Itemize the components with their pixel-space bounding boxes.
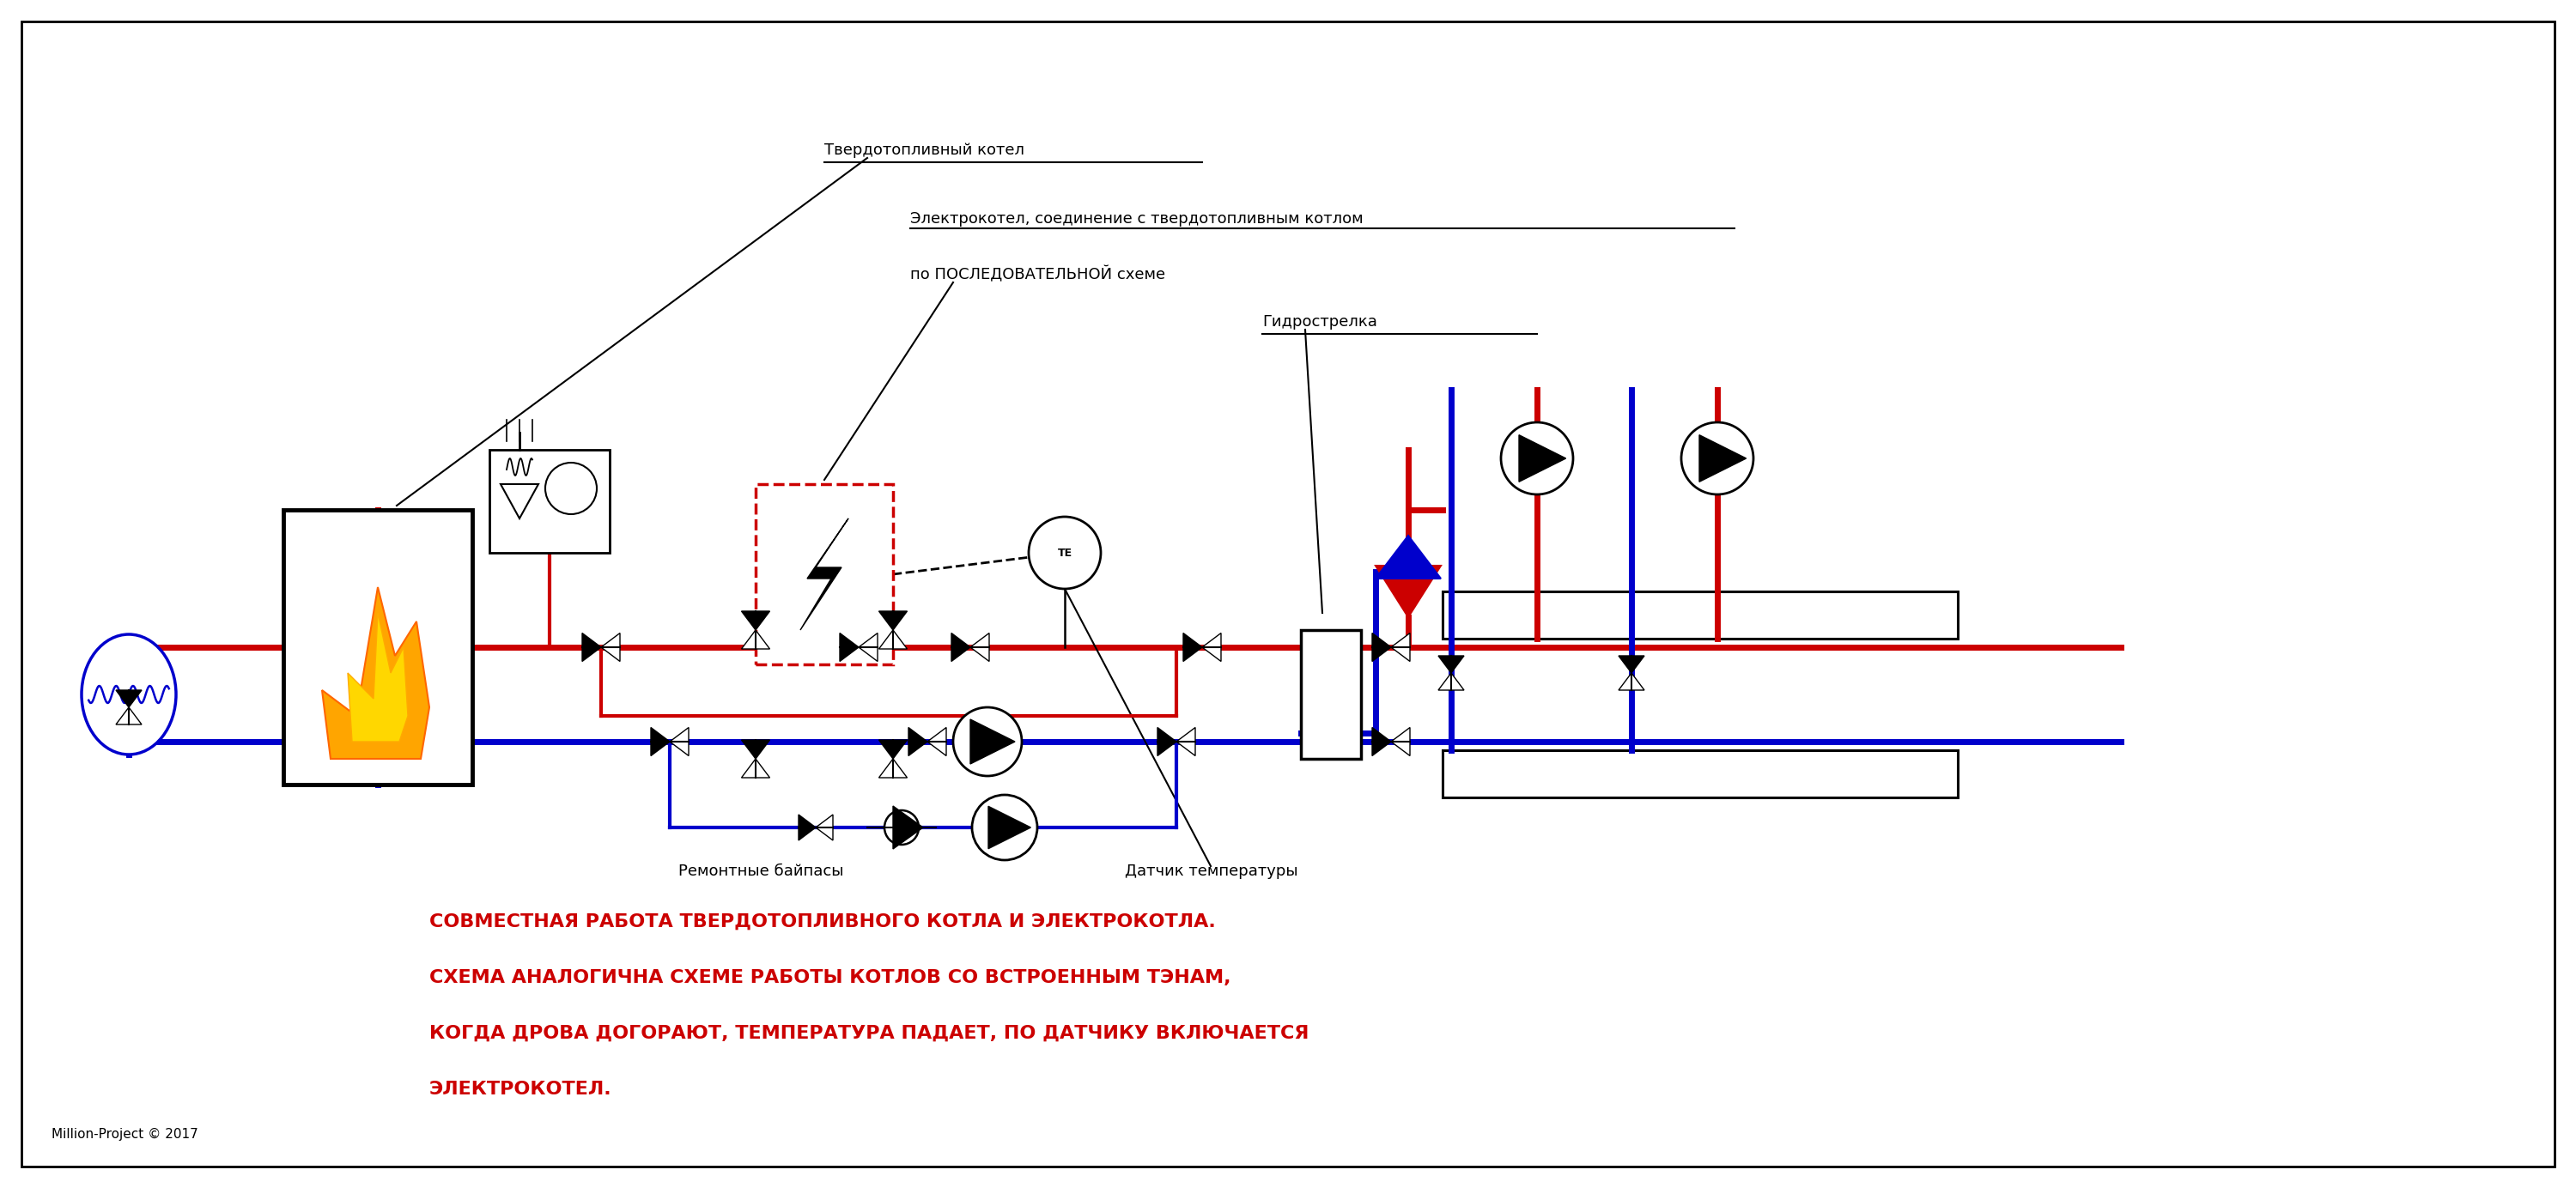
- Text: ЭЛЕКТРОКОТЕЛ.: ЭЛЕКТРОКОТЕЛ.: [430, 1081, 613, 1098]
- Text: КОГДА ДРОВА ДОГОРАЮТ, ТЕМПЕРАТУРА ПАДАЕТ, ПО ДАТЧИКУ ВКЛЮЧАЕТСЯ: КОГДА ДРОВА ДОГОРАЮТ, ТЕМПЕРАТУРА ПАДАЕТ…: [430, 1025, 1309, 1042]
- Polygon shape: [1618, 656, 1643, 672]
- Circle shape: [884, 810, 920, 845]
- Polygon shape: [909, 727, 927, 756]
- Polygon shape: [116, 690, 142, 707]
- Polygon shape: [600, 633, 621, 662]
- Polygon shape: [971, 719, 1015, 764]
- Polygon shape: [742, 740, 770, 759]
- Polygon shape: [322, 587, 430, 759]
- Text: Гидрострелка: Гидрострелка: [1262, 314, 1378, 329]
- Bar: [1443, 751, 1958, 797]
- Text: Million-Project © 2017: Million-Project © 2017: [52, 1127, 198, 1140]
- Polygon shape: [742, 630, 770, 649]
- Polygon shape: [742, 759, 770, 778]
- Polygon shape: [1177, 727, 1195, 756]
- Polygon shape: [840, 633, 858, 662]
- Polygon shape: [1618, 672, 1643, 690]
- Polygon shape: [1373, 633, 1391, 662]
- Polygon shape: [817, 815, 832, 840]
- Text: Датчик температуры: Датчик температуры: [1126, 864, 1298, 879]
- Polygon shape: [348, 613, 407, 741]
- Polygon shape: [894, 805, 922, 849]
- Polygon shape: [670, 727, 688, 756]
- Polygon shape: [878, 759, 907, 778]
- Text: TE: TE: [1056, 548, 1072, 558]
- Ellipse shape: [82, 634, 175, 754]
- Text: Электрокотел, соединение с твердотопливным котлом: Электрокотел, соединение с твердотопливн…: [909, 211, 1363, 227]
- Circle shape: [546, 462, 598, 514]
- Bar: [489, 450, 611, 552]
- Polygon shape: [1391, 633, 1409, 662]
- Polygon shape: [858, 633, 878, 662]
- Polygon shape: [1391, 727, 1409, 756]
- Polygon shape: [989, 807, 1030, 848]
- Polygon shape: [951, 633, 971, 662]
- Polygon shape: [1157, 727, 1177, 756]
- Circle shape: [1028, 517, 1100, 589]
- Polygon shape: [971, 633, 989, 662]
- Polygon shape: [1520, 435, 1566, 482]
- Circle shape: [953, 707, 1023, 776]
- Polygon shape: [1376, 536, 1440, 579]
- Polygon shape: [878, 740, 907, 759]
- Polygon shape: [1182, 633, 1203, 662]
- Polygon shape: [878, 630, 907, 649]
- Circle shape: [1682, 422, 1754, 494]
- Polygon shape: [799, 815, 817, 840]
- Text: СХЕМА АНАЛОГИЧНА СХЕМЕ РАБОТЫ КОТЛОВ СО ВСТРОЕННЫМ ТЭНАМ,: СХЕМА АНАЛОГИЧНА СХЕМЕ РАБОТЫ КОТЛОВ СО …: [430, 969, 1231, 986]
- Bar: [283, 510, 471, 784]
- Polygon shape: [1376, 565, 1440, 618]
- Polygon shape: [116, 707, 142, 725]
- Bar: [1301, 630, 1360, 759]
- Text: СОВМЕСТНАЯ РАБОТА ТВЕРДОТОПЛИВНОГО КОТЛА И ЭЛЕКТРОКОТЛА.: СОВМЕСТНАЯ РАБОТА ТВЕРДОТОПЛИВНОГО КОТЛА…: [430, 914, 1216, 930]
- Polygon shape: [1203, 633, 1221, 662]
- Circle shape: [1502, 422, 1574, 494]
- Text: Ремонтные байпасы: Ремонтные байпасы: [677, 864, 845, 879]
- Polygon shape: [878, 611, 907, 630]
- Polygon shape: [801, 518, 848, 630]
- Polygon shape: [1437, 672, 1463, 690]
- Polygon shape: [1373, 727, 1391, 756]
- Polygon shape: [1437, 656, 1463, 672]
- Text: по ПОСЛЕДОВАТЕЛЬНОЙ схеме: по ПОСЛЕДОВАТЕЛЬНОЙ схеме: [909, 266, 1164, 283]
- Polygon shape: [652, 727, 670, 756]
- Polygon shape: [1700, 435, 1747, 482]
- Circle shape: [971, 795, 1038, 860]
- Bar: [755, 485, 894, 664]
- Polygon shape: [582, 633, 600, 662]
- Polygon shape: [927, 727, 945, 756]
- Text: Твердотопливный котел: Твердотопливный котел: [824, 143, 1025, 158]
- Polygon shape: [742, 611, 770, 630]
- Bar: [1443, 592, 1958, 639]
